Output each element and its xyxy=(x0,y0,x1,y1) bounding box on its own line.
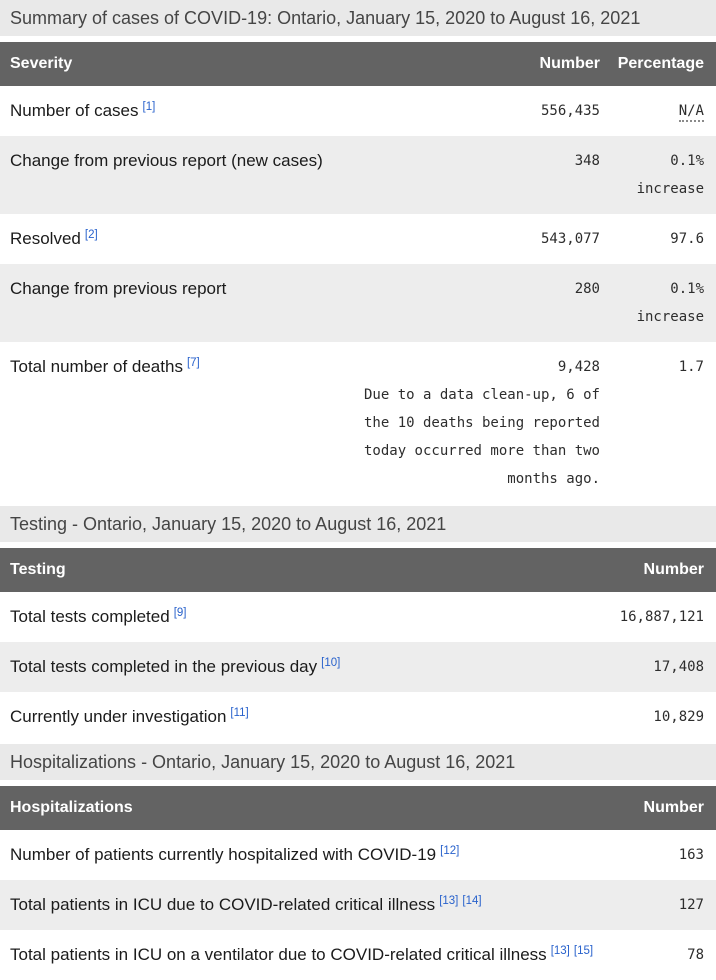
row-label: Total tests completed xyxy=(10,607,170,626)
severity-table-header: Severity Number Percentage xyxy=(0,42,716,86)
row-label-cell: Total patients in ICU due to COVID-relat… xyxy=(10,891,614,918)
row-label: Total patients in ICU due to COVID-relat… xyxy=(10,895,436,914)
footnote-ref-link[interactable]: [9] xyxy=(173,607,187,619)
testing-table: Testing Number Total tests completed [9] 1… xyxy=(0,548,716,742)
row-number-cell: 10,829 xyxy=(614,703,704,731)
table-row: Resolved [2] 543,077 97.6 xyxy=(0,214,716,264)
number-value: 17,408 xyxy=(653,659,704,675)
table-row: Total patients in ICU on a ventilator du… xyxy=(0,930,716,980)
row-percentage-cell: 97.6 xyxy=(600,225,704,253)
number-value: 9,428 xyxy=(557,359,600,375)
table-row: Number of patients currently hospitalize… xyxy=(0,830,716,880)
number-value: 10,829 xyxy=(653,709,704,725)
row-percentage-cell: 0.1% increase xyxy=(600,147,704,203)
column-header-number: Number xyxy=(643,561,704,578)
number-value: 556,435 xyxy=(540,103,600,119)
percentage-value: 0.1% increase xyxy=(636,153,704,197)
row-label-cell: Number of patients currently hospitalize… xyxy=(10,841,614,868)
table-row: Change from previous report (new cases) 3… xyxy=(0,136,716,214)
row-label-cell: Total tests completed [9] xyxy=(10,603,614,630)
row-label: Resolved xyxy=(10,229,81,248)
footnote-ref-link[interactable]: [2] xyxy=(84,229,98,241)
row-label: Total patients in ICU on a ventilator du… xyxy=(10,945,547,964)
column-header-number: Number xyxy=(643,799,704,816)
number-value: 163 xyxy=(678,847,704,863)
row-number-cell: 556,435 xyxy=(340,97,600,125)
footnote-ref-link[interactable]: [14] xyxy=(462,895,482,907)
row-percentage-cell: 0.1% increase xyxy=(600,275,704,331)
footnote-ref-link[interactable]: [11] xyxy=(230,707,249,719)
testing-table-body: Total tests completed [9] 16,887,121 Total … xyxy=(0,592,716,742)
hospitalizations-section-heading: Hospitalizations - Ontario, January 15, … xyxy=(0,744,716,780)
row-label-cell: Total number of deaths [7] xyxy=(10,353,340,380)
number-value: 78 xyxy=(687,947,704,963)
row-label-cell: Currently under investigation [11] xyxy=(10,703,614,730)
testing-section-heading: Testing - Ontario, January 15, 2020 to A… xyxy=(0,506,716,542)
row-label-cell: Total tests completed in the previous da… xyxy=(10,653,614,680)
number-value: 348 xyxy=(574,153,600,169)
row-number-cell: 543,077 xyxy=(340,225,600,253)
table-row: Total patients in ICU due to COVID-relat… xyxy=(0,880,716,930)
footnote-ref-link[interactable]: [15] xyxy=(573,945,594,957)
row-label: Total tests completed in the previous da… xyxy=(10,657,318,676)
footnote-ref-link[interactable]: [13] xyxy=(550,945,570,957)
row-label-cell: Number of cases [1] xyxy=(10,97,340,124)
table-row: Total tests completed in the previous da… xyxy=(0,642,716,692)
footnote-ref-link[interactable]: [13] xyxy=(439,895,459,907)
row-number-cell: 163 xyxy=(614,841,704,869)
severity-table: Severity Number Percentage Number of cas… xyxy=(0,42,716,504)
row-label: Change from previous report (new cases) xyxy=(10,151,323,170)
column-header-severity: Severity xyxy=(10,55,73,72)
percentage-value: 0.1% increase xyxy=(636,281,704,325)
row-label-cell: Change from previous report xyxy=(10,275,340,302)
row-label: Number of cases xyxy=(10,101,139,120)
row-label: Number of patients currently hospitalize… xyxy=(10,845,437,864)
row-number-cell: 78 xyxy=(614,941,704,969)
column-header-percentage: Percentage xyxy=(617,55,704,72)
column-header-number: Number xyxy=(539,55,600,72)
row-label-cell: Resolved [2] xyxy=(10,225,340,252)
footnote-ref-link[interactable]: [10] xyxy=(321,657,341,669)
percentage-value: 97.6 xyxy=(670,231,704,247)
severity-table-body: Number of cases [1] 556,435 N/A Change from … xyxy=(0,86,716,504)
table-row: Change from previous report 280 0.1% incre… xyxy=(0,264,716,342)
row-number-cell: 17,408 xyxy=(614,653,704,681)
page-title: Summary of cases of COVID-19: Ontario, J… xyxy=(0,0,716,36)
number-value: 543,077 xyxy=(540,231,600,247)
row-label: Total number of deaths xyxy=(10,357,183,376)
footnote-ref-link[interactable]: [7] xyxy=(186,357,200,369)
data-note: Due to a data clean-up, 6 of the 10 deat… xyxy=(363,387,600,487)
row-number-cell: 16,887,121 xyxy=(614,603,704,631)
row-percentage-cell: 1.7 xyxy=(600,353,704,381)
number-value: 280 xyxy=(574,281,600,297)
number-value: 127 xyxy=(678,897,704,913)
column-header-testing: Testing xyxy=(10,561,66,578)
percentage-value: 1.7 xyxy=(678,359,704,375)
table-row: Total number of deaths [7] 9,428 Due to a d… xyxy=(0,342,716,504)
number-value: 16,887,121 xyxy=(619,609,704,625)
row-number-cell: 280 xyxy=(340,275,600,303)
row-number-cell: 9,428 Due to a data clean-up, 6 of the 10… xyxy=(340,353,600,493)
footnote-ref-link[interactable]: [12] xyxy=(440,845,460,857)
table-row: Number of cases [1] 556,435 N/A xyxy=(0,86,716,136)
row-percentage-cell: N/A xyxy=(600,97,704,125)
na-abbreviation: N/A xyxy=(678,103,704,122)
row-label: Currently under investigation xyxy=(10,707,227,726)
row-label-cell: Total patients in ICU on a ventilator du… xyxy=(10,941,614,968)
row-label: Change from previous report xyxy=(10,279,227,298)
row-label-cell: Change from previous report (new cases) xyxy=(10,147,340,174)
hospitalizations-table-header: Hospitalizations Number xyxy=(0,786,716,830)
row-number-cell: 127 xyxy=(614,891,704,919)
testing-table-header: Testing Number xyxy=(0,548,716,592)
table-row: Currently under investigation [11] 10,829 xyxy=(0,692,716,742)
row-number-cell: 348 xyxy=(340,147,600,175)
footnote-ref-link[interactable]: [1] xyxy=(142,101,156,113)
hospitalizations-table-body: Number of patients currently hospitalize… xyxy=(0,830,716,980)
column-header-hospitalizations: Hospitalizations xyxy=(10,799,133,816)
table-row: Total tests completed [9] 16,887,121 xyxy=(0,592,716,642)
